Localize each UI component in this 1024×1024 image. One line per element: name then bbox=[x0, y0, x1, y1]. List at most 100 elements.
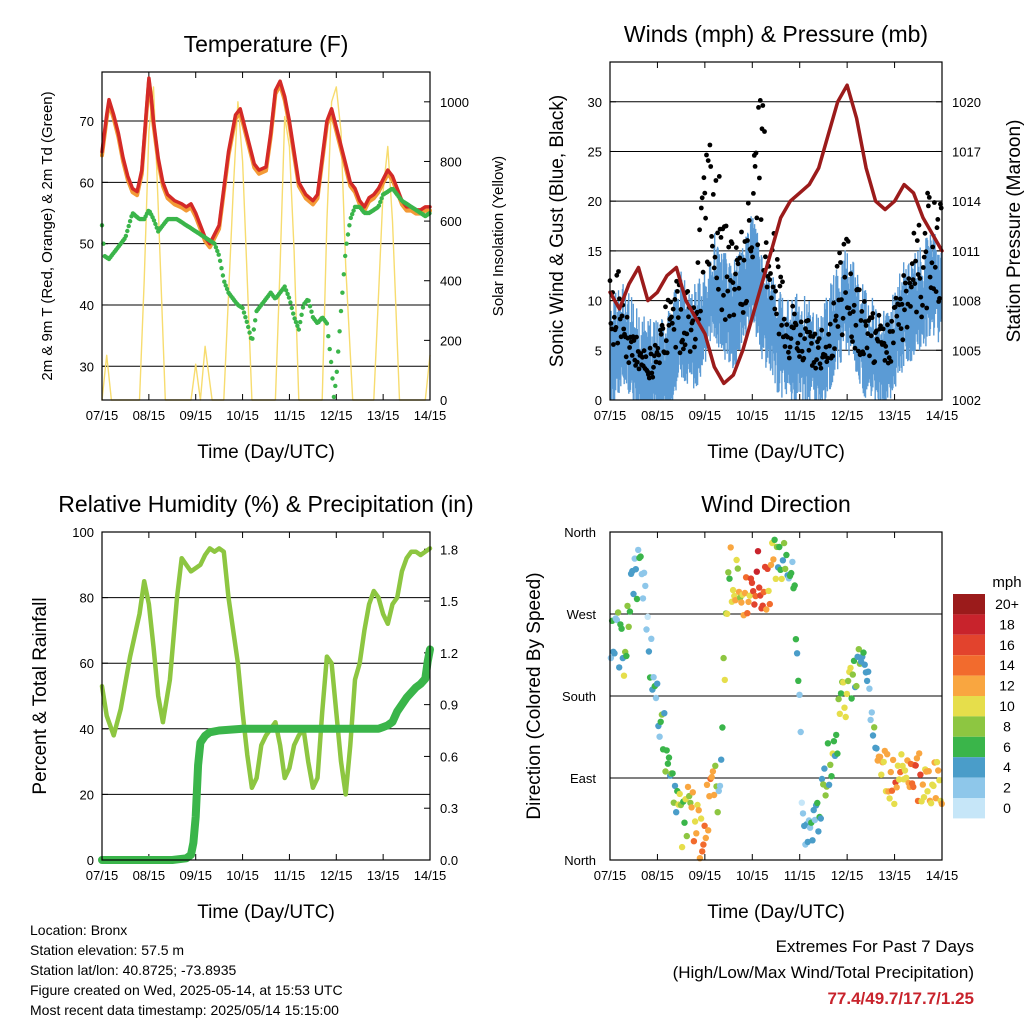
extremes-box: Extremes For Past 7 Days (High/Low/Max W… bbox=[673, 934, 974, 1012]
extremes-title: Extremes For Past 7 Days bbox=[775, 937, 974, 956]
direction-point bbox=[811, 816, 819, 824]
dewpoint-point bbox=[333, 383, 338, 389]
gust-point bbox=[786, 355, 792, 361]
gust-point bbox=[681, 346, 686, 352]
direction-point bbox=[623, 652, 630, 660]
gust-point bbox=[889, 318, 895, 324]
legend-label: 14 bbox=[999, 657, 1015, 673]
direction-point bbox=[689, 789, 696, 796]
gust-point bbox=[930, 244, 936, 250]
dewpoint-point bbox=[298, 319, 303, 325]
x-tick-label: 10/15 bbox=[226, 868, 259, 883]
x-tick-label: 10/15 bbox=[736, 868, 769, 883]
direction-point bbox=[645, 648, 653, 655]
direction-point bbox=[841, 704, 848, 711]
direction-point bbox=[849, 671, 856, 678]
direction-point bbox=[917, 771, 924, 778]
gust-point bbox=[925, 190, 930, 196]
gust-point bbox=[827, 321, 833, 327]
gust-point bbox=[922, 230, 928, 236]
gust-point bbox=[894, 313, 900, 319]
y-tick-label: 10 bbox=[588, 294, 602, 309]
direction-point bbox=[834, 750, 841, 757]
gust-point bbox=[842, 274, 848, 280]
y-right-tick-label: 0.3 bbox=[440, 801, 458, 816]
y-right-tick-label: 1005 bbox=[952, 343, 981, 358]
direction-point bbox=[754, 548, 762, 555]
legend-swatch bbox=[953, 696, 985, 717]
dewpoint-point bbox=[212, 241, 217, 246]
direction-point bbox=[887, 768, 894, 776]
gust-point bbox=[868, 333, 874, 339]
gust-point bbox=[837, 250, 842, 256]
gust-point bbox=[833, 318, 838, 323]
x-tick-label: 14/15 bbox=[414, 408, 447, 423]
direction-point bbox=[780, 539, 788, 547]
legend-swatch bbox=[953, 736, 985, 758]
gust-point bbox=[793, 322, 799, 328]
direction-point bbox=[771, 536, 778, 543]
direction-point bbox=[789, 558, 796, 566]
dewpoint-point bbox=[307, 304, 313, 309]
direction-point bbox=[860, 649, 867, 656]
gust-point bbox=[723, 223, 729, 229]
direction-point bbox=[894, 762, 902, 769]
direction-point bbox=[876, 753, 884, 761]
gust-point bbox=[890, 329, 895, 334]
gust-point bbox=[641, 348, 647, 354]
y-right-tick-label: 0.0 bbox=[440, 853, 458, 868]
direction-point bbox=[867, 716, 874, 724]
direction-point bbox=[814, 799, 821, 807]
legend-swatch bbox=[953, 716, 985, 737]
legend-label: 8 bbox=[1003, 718, 1011, 734]
gust-point bbox=[647, 345, 653, 351]
dewpoint-point bbox=[306, 298, 311, 303]
gust-point bbox=[687, 349, 693, 354]
direction-point bbox=[778, 575, 785, 583]
direction-point bbox=[833, 731, 840, 739]
gust-point bbox=[775, 264, 781, 270]
legend-swatch bbox=[953, 675, 985, 696]
x-tick-label: 08/15 bbox=[133, 868, 166, 883]
direction-point bbox=[695, 807, 702, 814]
direction-point bbox=[714, 809, 721, 816]
direction-point bbox=[690, 838, 698, 845]
direction-point bbox=[810, 806, 817, 814]
gust-point bbox=[805, 318, 811, 323]
gust-point bbox=[896, 322, 901, 327]
direction-point bbox=[924, 788, 931, 795]
gust-point bbox=[834, 263, 840, 269]
gust-point bbox=[757, 98, 763, 103]
direction-point bbox=[848, 695, 855, 702]
gust-point bbox=[809, 341, 814, 346]
direction-point bbox=[708, 773, 715, 781]
gust-point bbox=[892, 304, 898, 310]
x-tick-label: 13/15 bbox=[878, 408, 911, 423]
direction-point bbox=[723, 610, 731, 617]
legend-label: 18 bbox=[999, 616, 1015, 632]
direction-point bbox=[613, 616, 621, 624]
dewpoint-point bbox=[286, 295, 292, 300]
direction-point bbox=[795, 677, 802, 684]
x-tick-label: 13/15 bbox=[367, 868, 400, 883]
y-axis-label: Sonic Wind & Gust (Blue, Black) bbox=[547, 95, 568, 367]
y-tick-label: 0 bbox=[87, 853, 94, 868]
x-tick-label: 07/15 bbox=[86, 868, 119, 883]
gust-point bbox=[749, 245, 755, 251]
y-right-tick-label: 1002 bbox=[952, 393, 981, 408]
direction-point bbox=[662, 768, 669, 775]
direction-point bbox=[827, 761, 834, 768]
direction-point bbox=[734, 565, 741, 572]
chart-title: Wind Direction bbox=[701, 491, 851, 517]
gust-point bbox=[658, 331, 664, 337]
gust-point bbox=[611, 314, 617, 320]
direction-point bbox=[901, 767, 909, 774]
gust-point bbox=[903, 288, 909, 294]
direction-point bbox=[744, 610, 751, 617]
dewpoint-point bbox=[125, 228, 130, 234]
y-tick-label: 50 bbox=[80, 237, 94, 252]
direction-point bbox=[607, 654, 615, 662]
gust-point bbox=[739, 229, 744, 235]
gust-point bbox=[864, 345, 870, 351]
direction-point bbox=[927, 800, 935, 807]
